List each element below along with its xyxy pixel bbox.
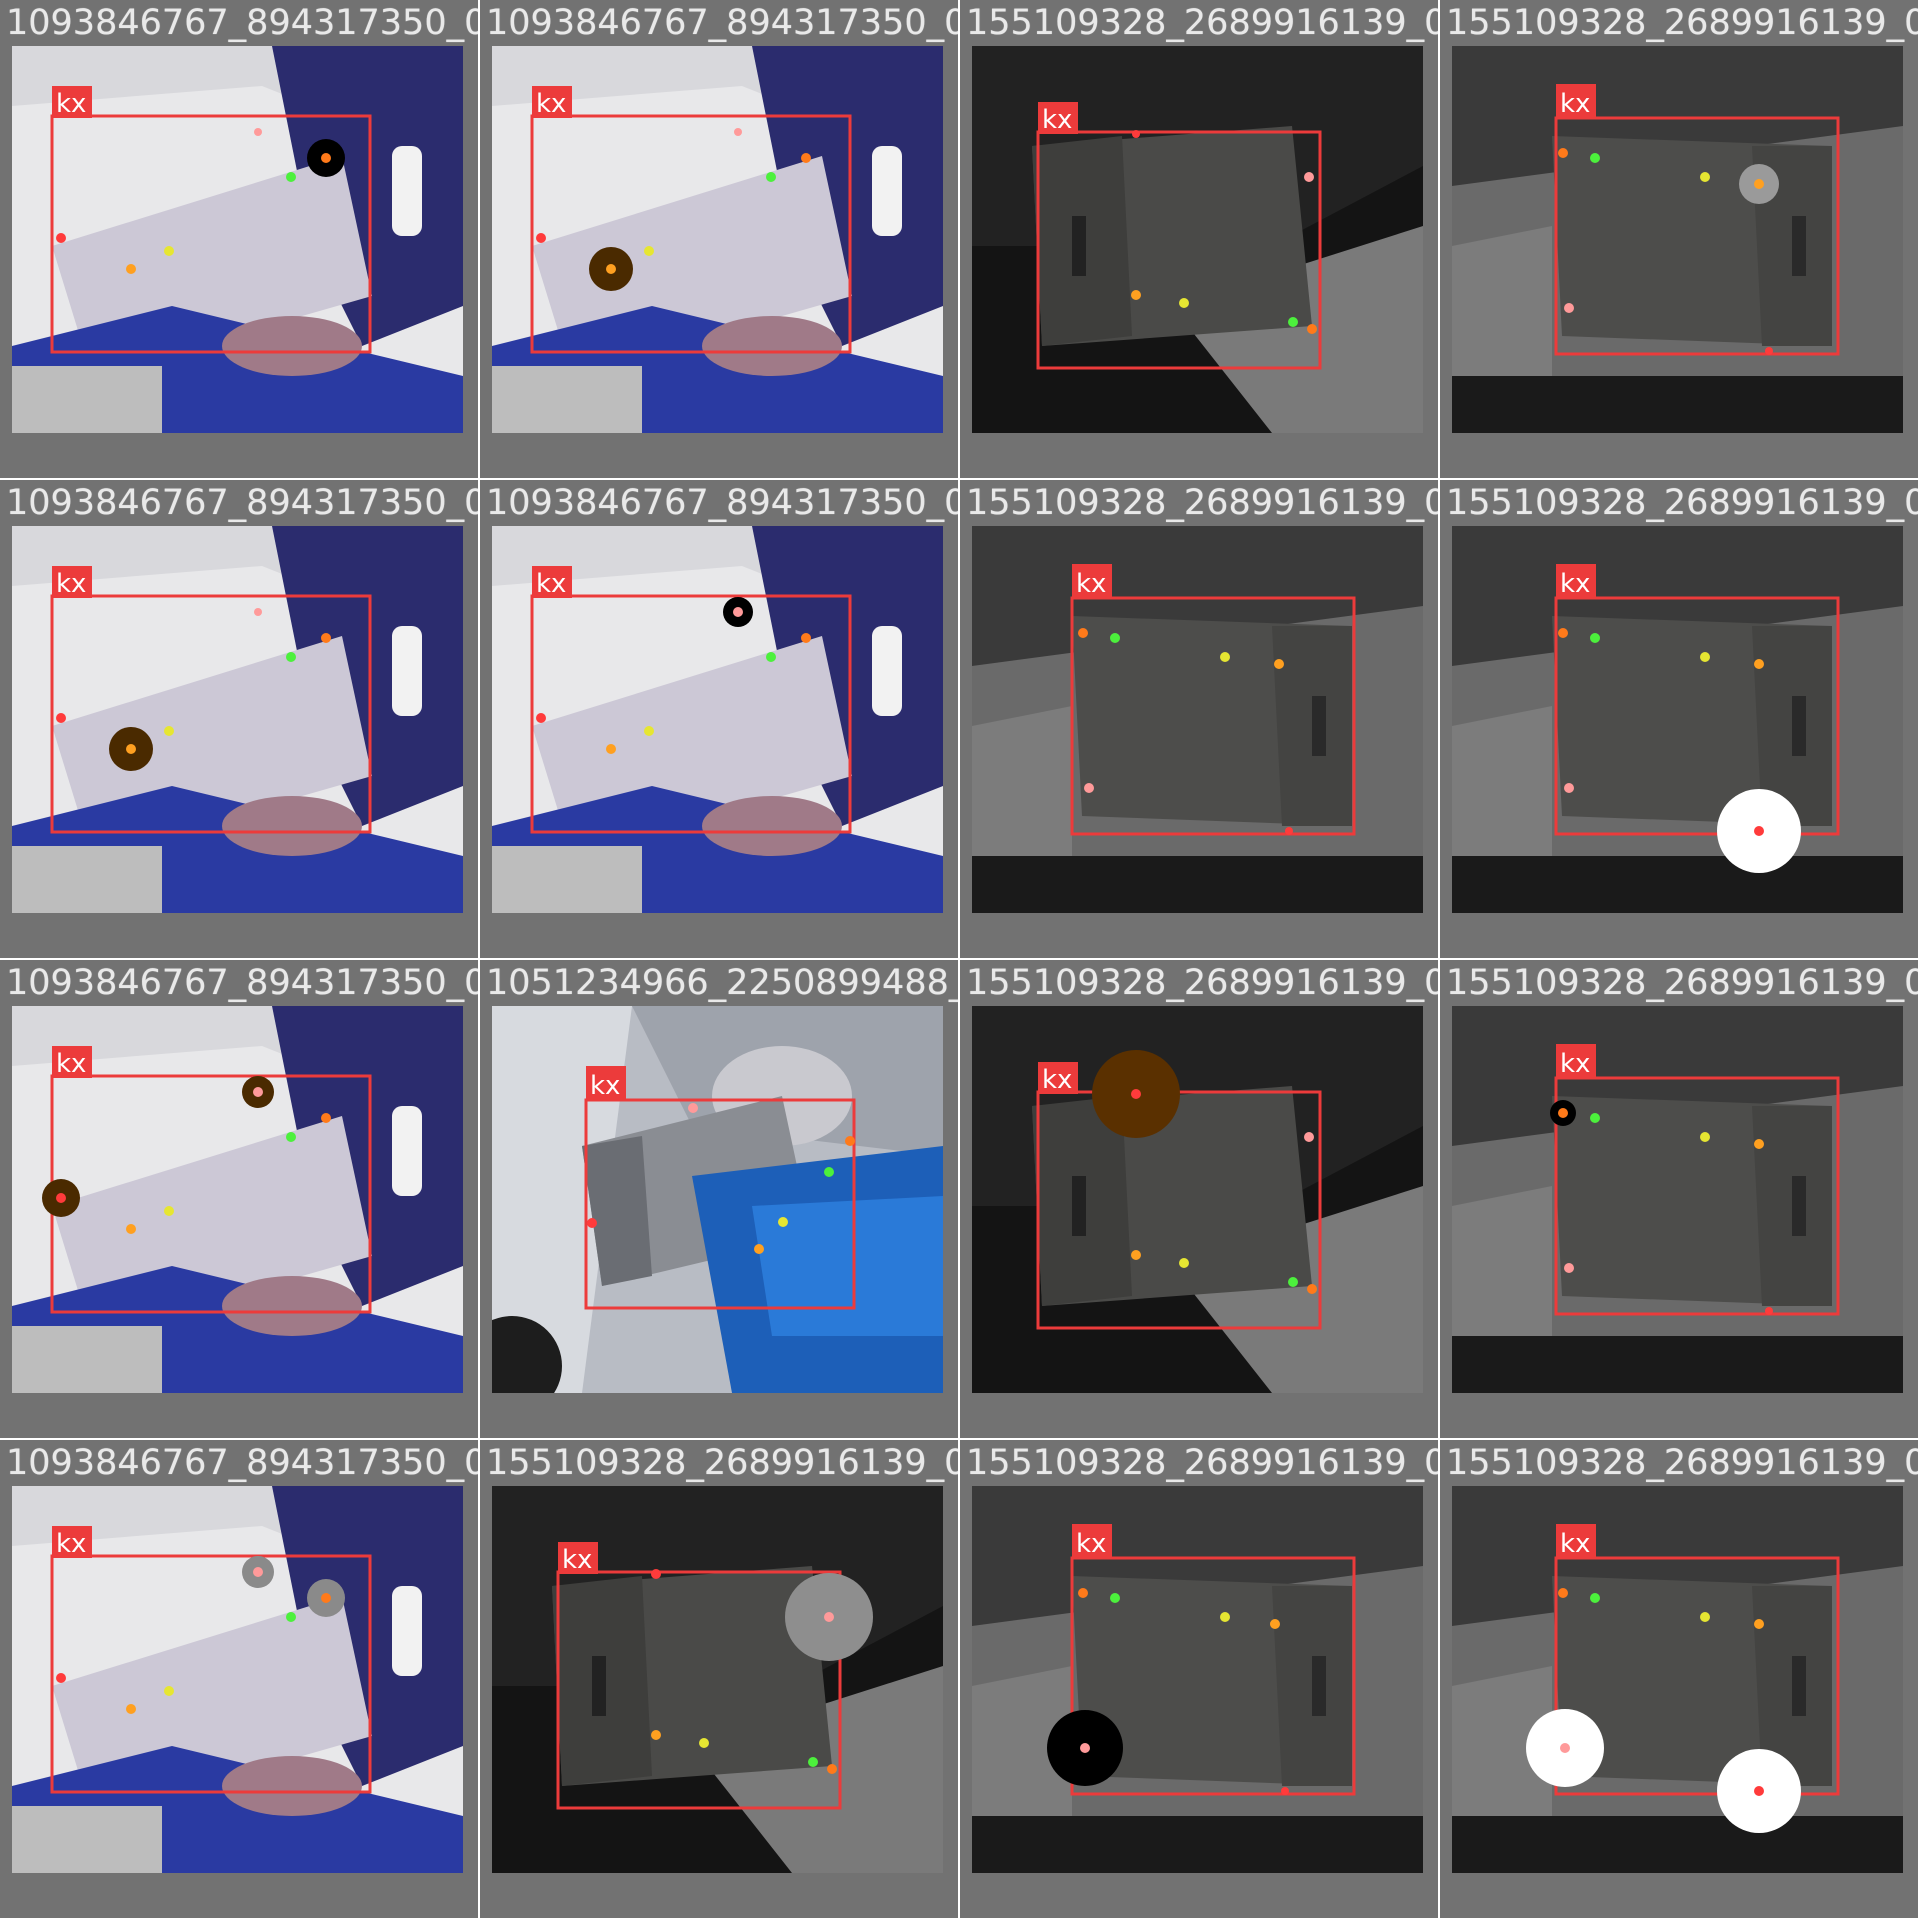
- tile-4: kx 155109328_2689916139_0015_rotate_28.j…: [1440, 0, 1918, 478]
- tile-image: kx: [12, 1006, 463, 1393]
- tile-7: kx 155109328_2689916139_0015_rotate_270.…: [960, 480, 1438, 958]
- tile-image: kx: [492, 1486, 943, 1873]
- tile-6: kx 1093846767_894317350_0011.jpg: [480, 480, 958, 958]
- tile-image: kx: [12, 1486, 463, 1873]
- tile-5: kx 1093846767_894317350_0010.jpg: [0, 480, 478, 958]
- tile-image: kx: [12, 526, 463, 913]
- tile-15: kx 155109328_2689916139_0015_rotate_28.j…: [960, 1440, 1438, 1918]
- tile-filename: 155109328_2689916139_0015_rotate_270.jpg: [1446, 1443, 1918, 1483]
- tile-10: kx 1051234966_2250899488_0010.jpg: [480, 960, 958, 1438]
- box-label: kx: [1042, 1065, 1072, 1095]
- tile-11: kx 155109328_2689916139_0015.jpg: [960, 960, 1438, 1438]
- box-label: kx: [1076, 569, 1106, 599]
- tile-image: kx: [972, 46, 1423, 433]
- tile-image: kx: [492, 46, 943, 433]
- tile-image: kx: [1452, 526, 1903, 913]
- tile-12: kx 155109328_2689916139_0015_rotate_28.j…: [1440, 960, 1918, 1438]
- tile-image: kx: [1452, 1006, 1903, 1393]
- box-label: kx: [1076, 1529, 1106, 1559]
- box-label: kx: [562, 1545, 592, 1575]
- box-label: kx: [590, 1071, 620, 1101]
- tile-image: kx: [1452, 1486, 1903, 1873]
- box-label: kx: [1560, 1049, 1590, 1079]
- box-label: kx: [1560, 89, 1590, 119]
- tile-filename: 1093846767_894317350_0011.jpg: [486, 3, 958, 43]
- box-label: kx: [56, 1529, 86, 1559]
- tile-image: kx: [12, 46, 463, 433]
- tile-16: kx 155109328_2689916139_0015_rotate_270.…: [1440, 1440, 1918, 1918]
- tile-filename: 155109328_2689916139_0015_rotate_28.jpg: [1446, 3, 1918, 43]
- box-label: kx: [536, 569, 566, 599]
- tile-13: kx 1093846767_894317350_0010.jpg: [0, 1440, 478, 1918]
- tile-1: kx 1093846767_894317350_0010.jpg: [0, 0, 478, 478]
- tile-filename: 155109328_2689916139_0015.jpg: [966, 3, 1438, 43]
- box-label: kx: [1560, 1529, 1590, 1559]
- box-label: kx: [56, 1049, 86, 1079]
- tile-filename: 155109328_2689916139_0015_rotate_28.jpg: [1446, 963, 1918, 1003]
- box-label: kx: [56, 89, 86, 119]
- tile-image: kx: [972, 1486, 1423, 1873]
- tile-image: kx: [1452, 46, 1903, 433]
- tile-14: kx 155109328_2689916139_0015.jpg: [480, 1440, 958, 1918]
- tile-filename: 155109328_2689916139_0015.jpg: [486, 1443, 958, 1483]
- tile-8: kx 155109328_2689916139_0015_rotate_270.…: [1440, 480, 1918, 958]
- tile-2: kx 1093846767_894317350_0011.jpg: [480, 0, 958, 478]
- tile-image: kx: [492, 526, 943, 913]
- tile-filename: 1051234966_2250899488_0010.jpg: [486, 963, 958, 1003]
- box-label: kx: [536, 89, 566, 119]
- tile-filename: 1093846767_894317350_0010.jpg: [6, 3, 478, 43]
- tile-filename: 155109328_2689916139_0015_rotate_270.jpg: [966, 483, 1438, 523]
- box-label: kx: [1560, 569, 1590, 599]
- tile-image: kx: [972, 1006, 1423, 1393]
- tile-filename: 155109328_2689916139_0015_rotate_270.jpg: [1446, 483, 1918, 523]
- tile-filename: 1093846767_894317350_0011.jpg: [486, 483, 958, 523]
- tile-filename: 1093846767_894317350_0010.jpg: [6, 1443, 478, 1483]
- tile-filename: 1093846767_894317350_0010.jpg: [6, 483, 478, 523]
- tile-image: kx: [492, 1006, 943, 1393]
- tile-filename: 1093846767_894317350_0010.jpg: [6, 963, 478, 1003]
- tile-filename: 155109328_2689916139_0015_rotate_28.jpg: [966, 1443, 1438, 1483]
- tile-filename: 155109328_2689916139_0015.jpg: [966, 963, 1438, 1003]
- box-label: kx: [56, 569, 86, 599]
- tile-image: kx: [972, 526, 1423, 913]
- tile-9: kx 1093846767_894317350_0010.jpg: [0, 960, 478, 1438]
- tile-3: kx 155109328_2689916139_0015.jpg: [960, 0, 1438, 478]
- box-label: kx: [1042, 105, 1072, 135]
